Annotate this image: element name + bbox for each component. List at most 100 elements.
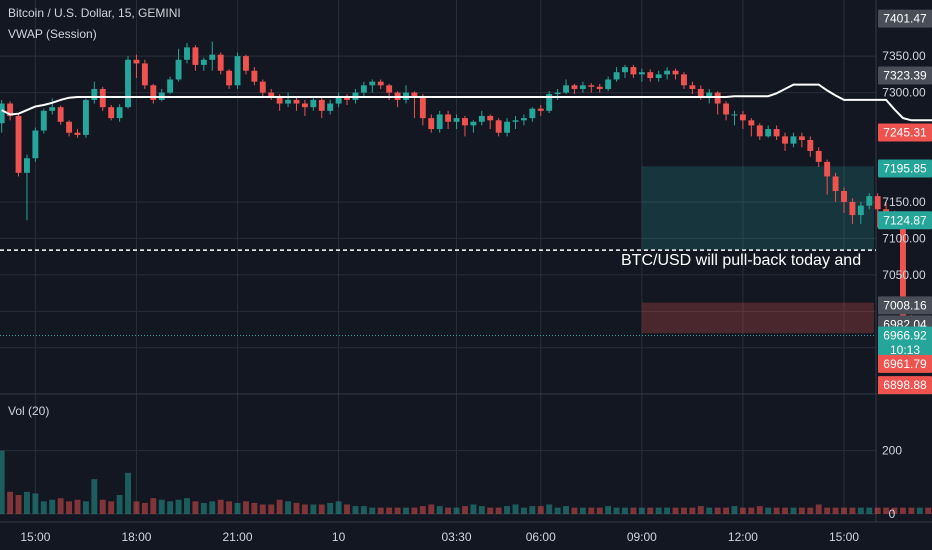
volume-bar [318, 504, 325, 514]
candle-body [57, 107, 64, 122]
volume-bar [857, 507, 864, 514]
price-tick-label: 7150.00 [882, 195, 926, 209]
candle-body [369, 81, 376, 86]
vwap-legend[interactable]: VWAP (Session) [8, 27, 97, 41]
volume-bar [133, 501, 140, 514]
volume-bar [487, 507, 494, 514]
price-axis-tag [878, 9, 932, 28]
volume-legend[interactable]: Vol (20) [8, 404, 50, 418]
volume-bar [512, 504, 519, 514]
volume-bar [891, 507, 898, 514]
candle-body [537, 108, 544, 111]
price-axis-tag-label: 7401.47 [883, 12, 927, 26]
price-axis-tag [878, 211, 932, 230]
candle-body [7, 103, 14, 116]
candle-body [386, 85, 393, 93]
volume-bar [622, 507, 628, 514]
volume-bar [116, 495, 123, 514]
candle-body [748, 120, 755, 126]
volume-bar [504, 506, 511, 514]
volume-bar [344, 504, 350, 514]
price-axis-tag-label: 7195.85 [883, 162, 927, 176]
volume-bar [7, 491, 14, 514]
volume-bar [352, 506, 359, 514]
candle-body [234, 56, 241, 86]
candle-body [49, 107, 56, 111]
candle-body [276, 96, 283, 104]
volume-bar [394, 507, 401, 514]
candle-body [184, 47, 190, 60]
symbol-legend[interactable]: Bitcoin / U.S. Dollar, 15, GEMINI [8, 6, 181, 20]
candle-body [360, 85, 367, 93]
candle-body [773, 129, 780, 137]
candle-body [91, 88, 98, 100]
candle-body [723, 103, 730, 115]
candle-body [874, 196, 881, 210]
price-axis-tag [878, 340, 932, 359]
price-axis-tag-label: 6966.92 [883, 328, 927, 342]
volume-bar [141, 502, 148, 514]
candle-body [638, 72, 645, 75]
candle-body [630, 67, 637, 75]
volume-tick-label: 0 [889, 507, 896, 521]
candle-body [756, 125, 763, 137]
volume-bar [748, 507, 755, 514]
volume-bar [0, 450, 5, 514]
volume-bar [327, 502, 334, 514]
candle-body [739, 114, 746, 121]
candle-body [453, 118, 460, 122]
candle-body [74, 132, 81, 135]
volume-bar [672, 507, 679, 514]
volume-bar [74, 499, 81, 514]
candle-body [436, 114, 443, 130]
price-axis-tag-label: 7124.87 [883, 213, 927, 227]
volume-bar [360, 506, 367, 514]
volume-bar [908, 507, 915, 514]
volume-bar [377, 507, 384, 514]
time-tick-label: 06:00 [526, 530, 556, 544]
candle-body [82, 99, 89, 135]
volume-bar [192, 501, 199, 514]
time-tick-label: 09:00 [627, 530, 657, 544]
volume-bar [293, 502, 300, 514]
price-axis-tag-label: 7245.31 [883, 125, 927, 139]
price-axis-tag [878, 296, 932, 315]
candle-body [849, 201, 856, 216]
price-axis-tag [878, 66, 932, 85]
volume-bar [386, 507, 393, 514]
volume-bar [167, 501, 174, 514]
volume-bar [301, 504, 308, 514]
candle-body [99, 88, 106, 108]
time-tick-label: 21:00 [223, 530, 253, 544]
volume-bar [571, 507, 578, 514]
candle-body [714, 92, 721, 104]
volume-bar [276, 499, 283, 514]
price-tick-label: 7300.00 [882, 86, 926, 100]
candle-body [15, 115, 22, 173]
candle-body [259, 81, 266, 93]
volume-bar [268, 504, 275, 514]
volume-bar [689, 507, 696, 514]
volume-bar [916, 507, 923, 514]
candle-body [622, 67, 628, 73]
volume-bar [883, 507, 890, 514]
volume-bar [436, 506, 443, 514]
volume-bar [579, 507, 586, 514]
volume-bar [900, 507, 906, 514]
volume-bar [546, 504, 553, 514]
candle-body [571, 85, 578, 89]
candle-body [504, 121, 511, 133]
candle-body [192, 47, 199, 65]
candle-body [546, 94, 553, 111]
candle-body [318, 99, 325, 111]
stop-zone [641, 302, 874, 334]
price-axis-tag-label: 7323.39 [883, 69, 927, 83]
volume-bar [596, 507, 603, 514]
candle-body [487, 115, 494, 121]
volume-bar [251, 502, 258, 514]
volume-bar [184, 498, 190, 514]
time-tick-label: 03:30 [442, 530, 472, 544]
candle-body [706, 92, 713, 97]
volume-bar [782, 507, 788, 514]
